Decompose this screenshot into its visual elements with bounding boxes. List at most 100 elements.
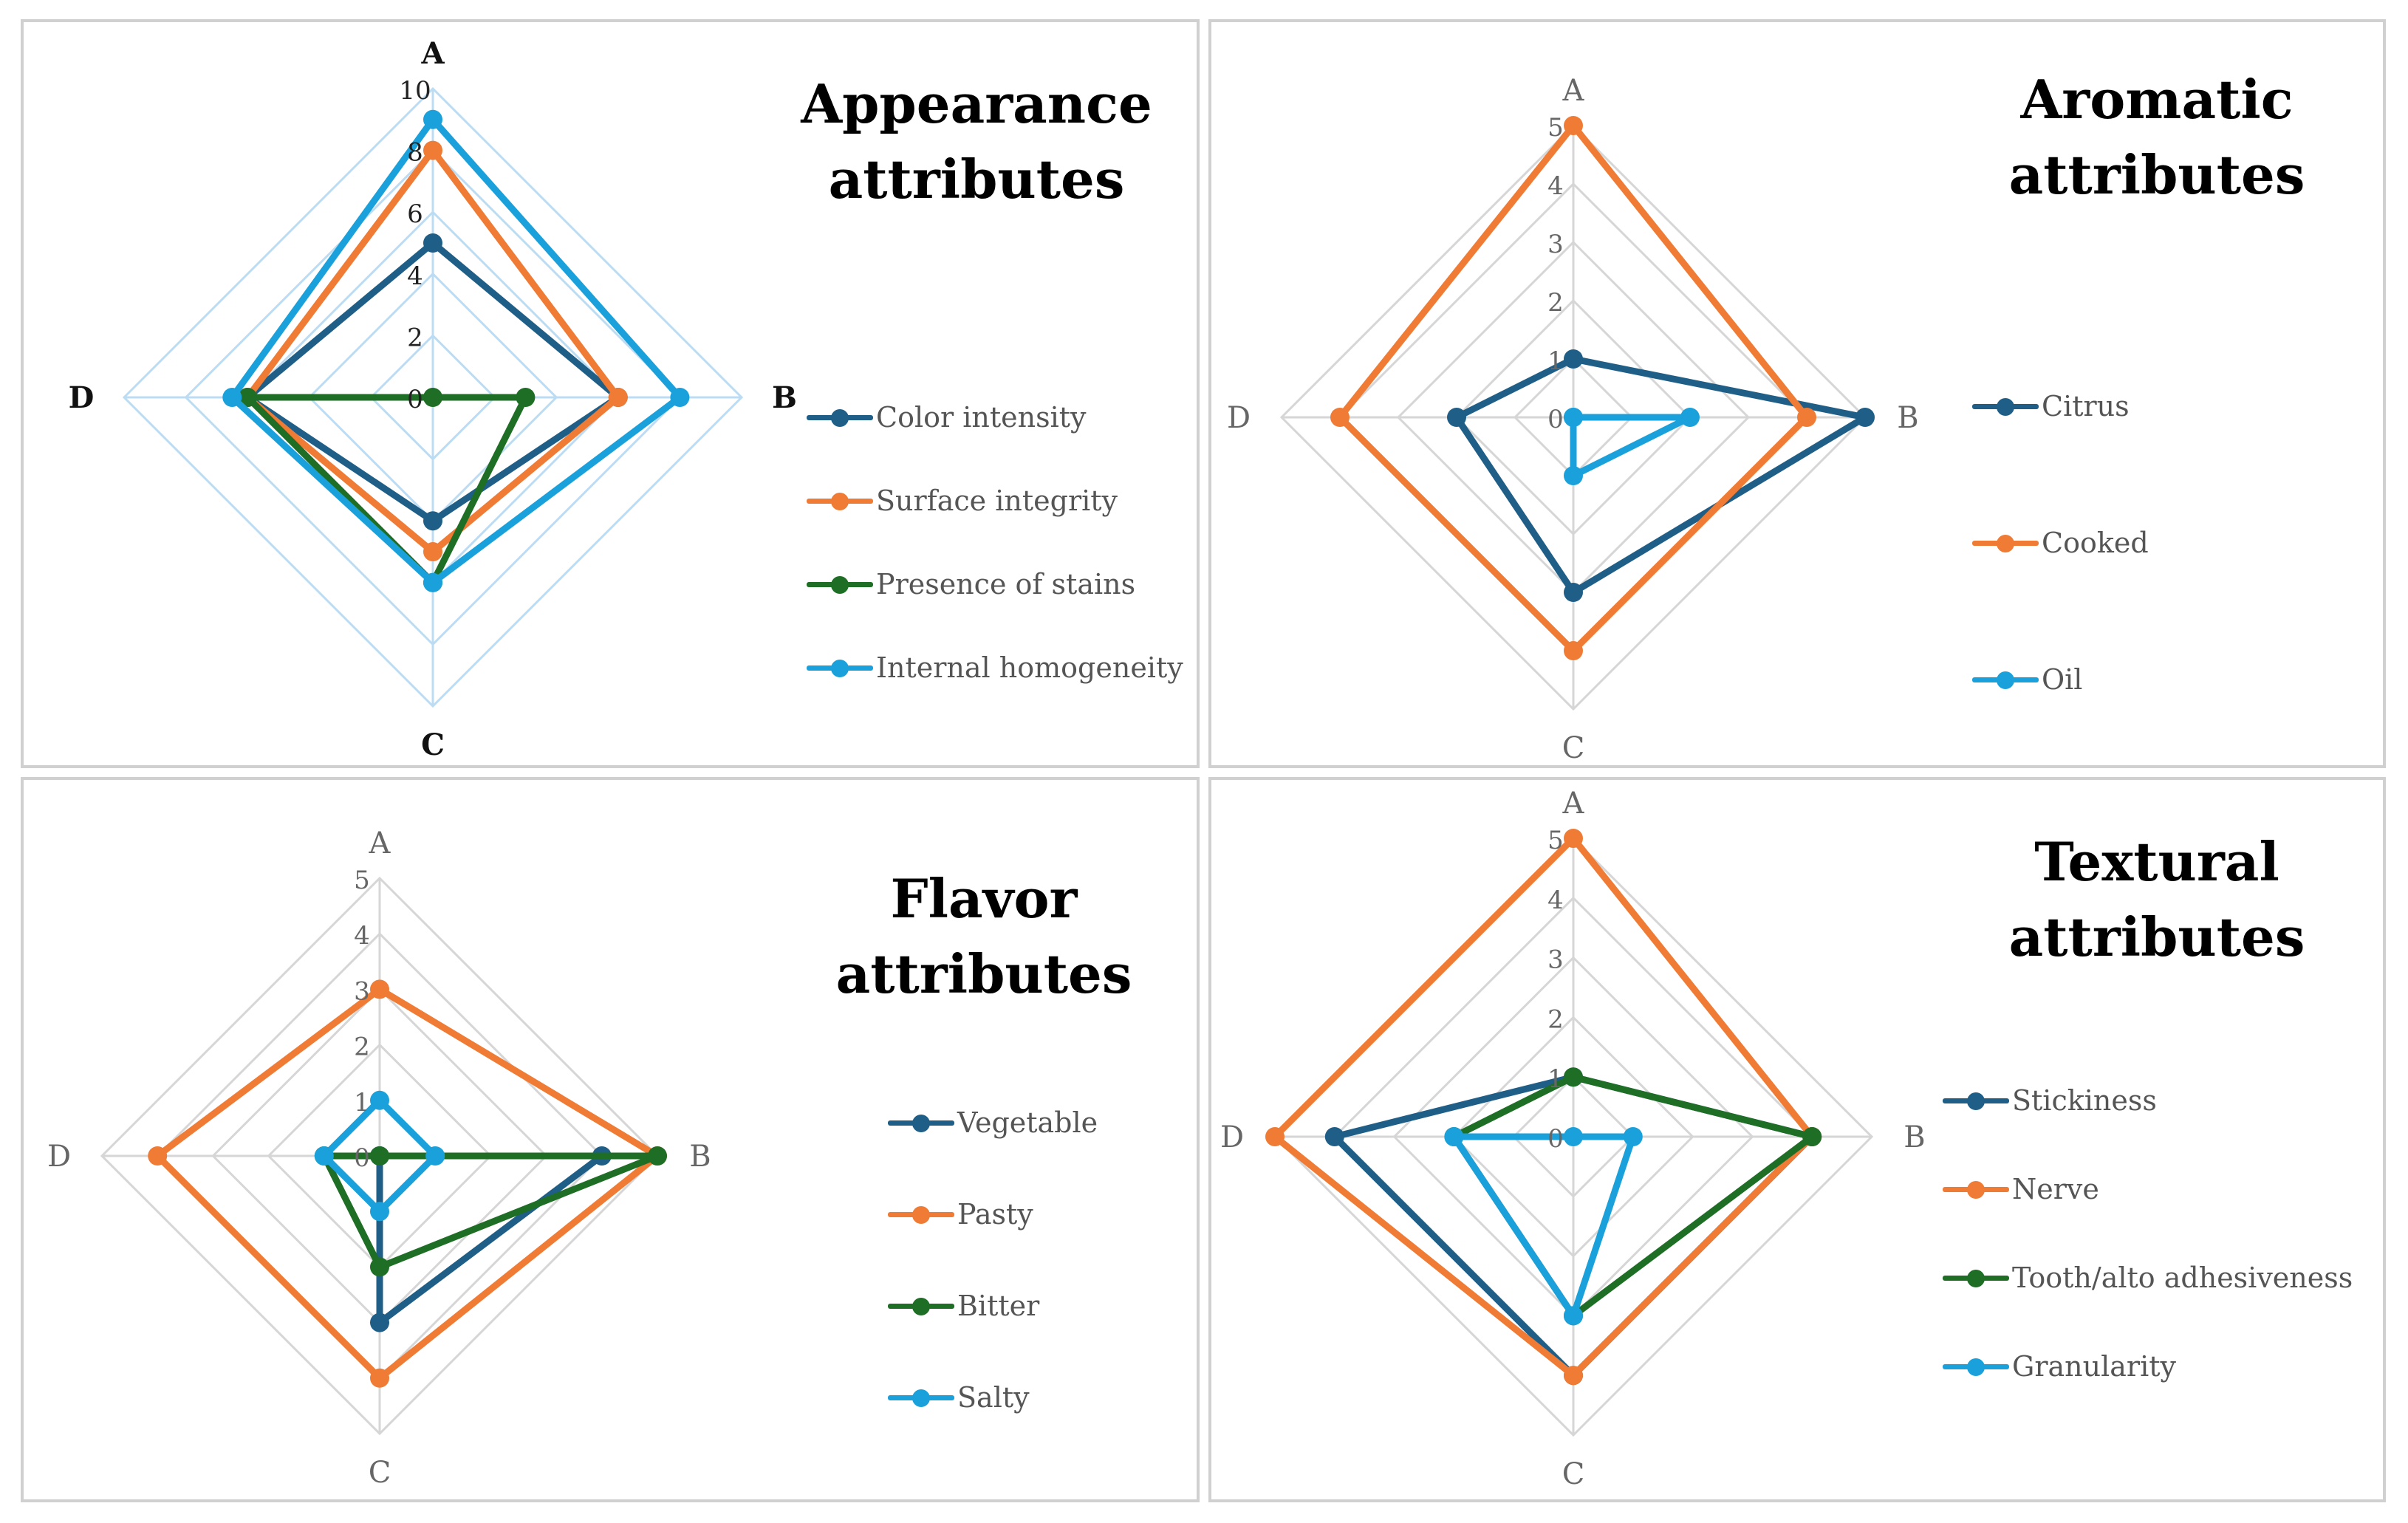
appearance-chart-title: Appearance attributes [762,66,1191,217]
flavor-title-line-1: Flavor [890,867,1078,930]
textural-series-tooth-alto-adhesiveness-point-b [1802,1127,1822,1146]
appearance-series-color-intensity-point-c [423,511,442,531]
legend-dot-marker [1967,1092,1985,1110]
flavor-radar-chart: 0 1 2 3 4 5 A B C D [47,826,711,1490]
flavor-legend-item-pasty: Pasty [888,1192,1033,1236]
appearance-series-color-intensity-point-a [423,233,442,253]
flavor-legend-item-salty: Salty [888,1375,1030,1420]
legend-dot-marker [1997,671,2014,689]
appearance-series-internal-homogeneity-point-c [423,572,442,592]
legend-dot-marker [912,1298,930,1315]
aromatic-series-cooked-point-a [1564,116,1583,135]
aromatic-legend-item-cooked: Cooked [1972,521,2149,565]
appearance-title-line-1: Appearance [801,72,1152,135]
aromatic-series-cooked [1330,116,1816,660]
textural-series-granularity [1444,1127,1643,1326]
textural-legend-label-tooth-alto-adhesiveness: Tooth/alto adhesiveness [2012,1262,2353,1294]
textural-tick-label: 0 [1547,1124,1564,1154]
flavor-tick-label: 5 [354,866,370,895]
flavor-tick-label: 0 [354,1143,370,1173]
flavor-legend-swatch-vegetable [888,1101,954,1145]
flavor-legend-label-salty: Salty [957,1381,1030,1414]
appearance-series-surface-integrity-point-a [423,140,442,160]
flavor-series-bitter-point-b [648,1146,667,1166]
appearance-series-presence-of-stains-point-d [238,388,258,407]
aromatic-series-cooked-point-d [1330,408,1350,427]
flavor-series-salty-point-b [425,1146,445,1166]
appearance-series-internal-homogeneity [222,109,690,592]
legend-dot-marker [912,1115,930,1132]
flavor-chart-panel: 0 1 2 3 4 5 A B C D Flavor attributes Vegetable Pa… [21,777,1200,1502]
appearance-axis-label-d: D [69,380,95,415]
textural-legend-swatch-stickiness [1943,1078,2009,1123]
aromatic-legend-swatch-citrus [1972,384,2039,428]
legend-dot-marker [1997,535,2014,552]
flavor-axis-label-a: A [369,826,391,860]
textural-series-granularity-point-d [1444,1127,1464,1146]
appearance-axis-label-a: A [420,36,445,71]
flavor-series-vegetable-point-c [370,1312,389,1332]
aromatic-axis-label-a: A [1562,74,1585,108]
legend-dot-marker [1967,1358,1985,1376]
legend-dot-marker [831,660,849,677]
flavor-tick-label: 1 [354,1088,370,1118]
textural-tick-label: 1 [1547,1064,1564,1094]
legend-dot-marker [1967,1270,1985,1287]
aromatic-legend-label-oil: Oil [2042,663,2083,696]
aromatic-title-line-2: attributes [2008,143,2305,206]
flavor-legend-swatch-pasty [888,1192,954,1236]
aromatic-radar-chart: 0 1 2 3 4 5 A B C D [1227,74,1919,765]
appearance-legend-swatch-color-intensity [807,395,873,439]
legend-dot-marker [831,409,849,427]
flavor-legend-item-bitter: Bitter [888,1284,1039,1328]
appearance-legend-label-presence-of-stains: Presence of stains [876,568,1136,600]
aromatic-legend-label-cooked: Cooked [2042,527,2149,559]
textural-legend-swatch-tooth-alto-adhesiveness [1943,1256,2009,1300]
appearance-series-internal-homogeneity-point-a [423,109,442,129]
flavor-tick-label: 3 [354,976,370,1006]
appearance-series-surface-integrity-point-c [423,542,442,561]
aromatic-series-citrus-point-d [1447,408,1466,427]
textural-axis-label-b: B [1904,1120,1925,1154]
appearance-tick-label: 4 [407,261,423,291]
aromatic-series-citrus-line [1453,355,1869,596]
appearance-legend-swatch-surface-integrity [807,479,873,523]
textural-legend-label-stickiness: Stickiness [2012,1084,2157,1117]
flavor-legend-swatch-salty [888,1375,954,1420]
appearance-series-internal-homogeneity-point-d [222,388,242,407]
flavor-series-pasty-point-a [370,979,389,999]
textural-legend-swatch-granularity [1943,1344,2009,1389]
appearance-legend-swatch-internal-homogeneity [807,646,873,690]
aromatic-series-oil-point-d [1564,408,1583,427]
aromatic-series-citrus-point-c [1564,583,1583,602]
aromatic-axis-label-c: C [1562,731,1585,765]
textural-series-granularity-point-a [1564,1127,1583,1146]
flavor-legend-item-vegetable: Vegetable [888,1101,1098,1145]
textural-series-nerve-point-d [1265,1127,1285,1146]
textural-legend-label-granularity: Granularity [2012,1350,2176,1383]
legend-dot-marker [912,1389,930,1407]
aromatic-axis-label-d: D [1227,401,1251,435]
appearance-legend-item-color-intensity: Color intensity [807,395,1086,439]
appearance-legend-label-internal-homogeneity: Internal homogeneity [876,651,1183,684]
aromatic-series-cooked-point-c [1564,641,1583,660]
flavor-legend-label-bitter: Bitter [957,1290,1040,1322]
textural-axis-label-a: A [1562,787,1585,821]
aromatic-legend-label-citrus: Citrus [2042,390,2130,422]
textural-series-tooth-alto-adhesiveness-point-a [1564,1067,1583,1087]
flavor-series-pasty-point-c [370,1368,389,1388]
aromatic-tick-label: 4 [1547,171,1564,201]
legend-dot-marker [1967,1181,1985,1199]
flavor-legend-label-vegetable: Vegetable [957,1106,1098,1139]
textural-series-granularity-point-b [1623,1127,1643,1146]
appearance-radar-chart: 0 2 4 6 8 10 A B C D [69,36,797,762]
aromatic-tick-label: 5 [1547,113,1564,143]
appearance-legend-item-internal-homogeneity: Internal homogeneity [807,646,1183,690]
flavor-series-bitter [314,1146,667,1277]
appearance-series-presence-of-stains-point-b [516,388,536,407]
aromatic-series-oil [1564,408,1700,485]
appearance-tick-label: 6 [407,199,423,229]
aromatic-series-oil-point-b [1680,408,1700,427]
textural-legend-item-granularity: Granularity [1943,1344,2176,1389]
textural-legend-label-nerve: Nerve [2012,1173,2099,1205]
